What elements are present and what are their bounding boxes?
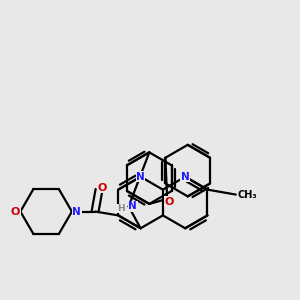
Text: H: H — [117, 204, 124, 213]
Text: O: O — [164, 197, 174, 207]
Text: O: O — [11, 206, 20, 217]
Text: O: O — [97, 183, 107, 193]
Text: N: N — [181, 172, 190, 182]
Text: CH₃: CH₃ — [238, 190, 257, 200]
Text: N: N — [128, 202, 137, 212]
Text: N: N — [136, 172, 145, 182]
Text: N: N — [73, 206, 81, 217]
